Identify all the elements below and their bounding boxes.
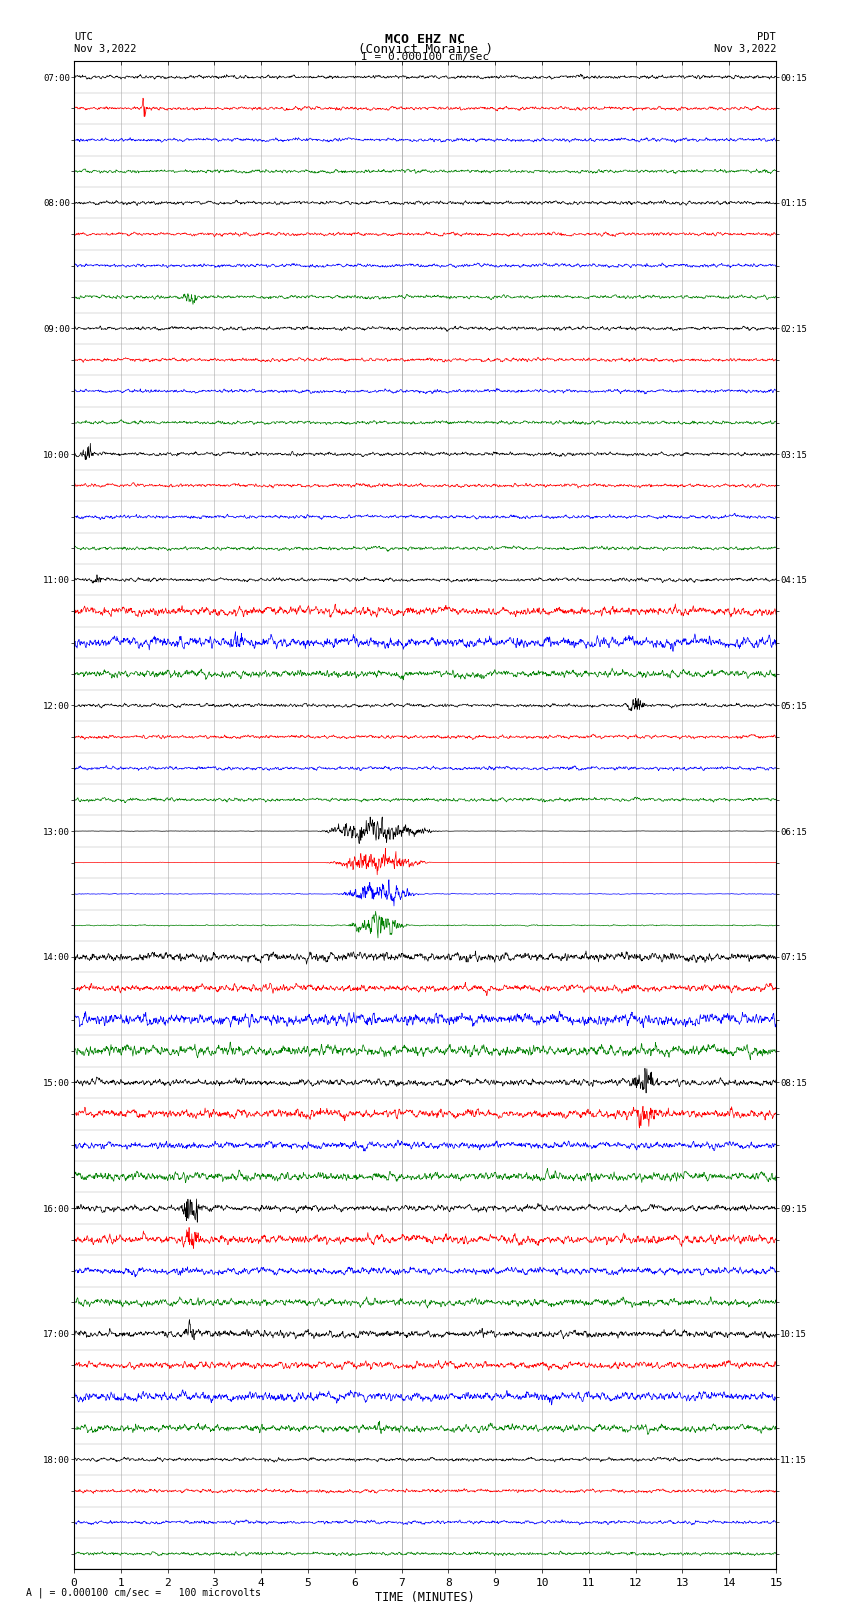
Text: PDT
Nov 3,2022: PDT Nov 3,2022	[713, 32, 776, 53]
Text: A | = 0.000100 cm/sec =   100 microvolts: A | = 0.000100 cm/sec = 100 microvolts	[26, 1587, 260, 1598]
Text: I = 0.000100 cm/sec: I = 0.000100 cm/sec	[361, 52, 489, 63]
Text: (Convict Moraine ): (Convict Moraine )	[358, 44, 492, 56]
Text: UTC
Nov 3,2022: UTC Nov 3,2022	[74, 32, 137, 53]
X-axis label: TIME (MINUTES): TIME (MINUTES)	[375, 1592, 475, 1605]
Text: MCO EHZ NC: MCO EHZ NC	[385, 32, 465, 47]
